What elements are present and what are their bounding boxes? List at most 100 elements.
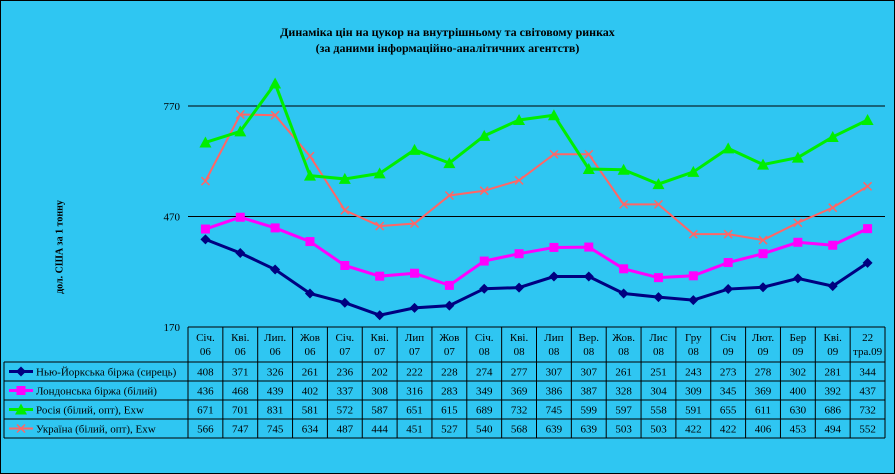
data-point bbox=[653, 273, 663, 283]
data-point bbox=[444, 190, 454, 201]
data-point bbox=[199, 136, 212, 148]
data-point bbox=[723, 284, 734, 295]
data-point bbox=[827, 281, 838, 292]
series-line bbox=[204, 80, 869, 186]
x-tick-label: Січ 09 bbox=[720, 332, 736, 358]
x-tick-label: Лип. 06 bbox=[264, 332, 286, 358]
data-point bbox=[305, 151, 315, 161]
data-point bbox=[340, 205, 350, 215]
data-point bbox=[619, 199, 629, 209]
data-point bbox=[269, 77, 282, 89]
x-tick-label: Гру 08 bbox=[685, 332, 702, 358]
table-cell: 651 bbox=[406, 405, 423, 417]
x-tick-label: Кві. 08 bbox=[510, 332, 529, 358]
data-point bbox=[793, 237, 803, 247]
data-point bbox=[828, 203, 838, 213]
table-cell: 487 bbox=[337, 424, 354, 436]
table-cell: 745 bbox=[267, 424, 284, 436]
chart-title-block: Динаміка цін на цукор на внутрішньому та… bbox=[0, 24, 895, 56]
table-cell: 371 bbox=[232, 367, 249, 379]
legend-marker bbox=[16, 423, 26, 434]
legend-label: Нью-Йоркська біржа (сирець) bbox=[36, 367, 177, 379]
x-tick-label: Бер 09 bbox=[790, 332, 807, 358]
table-cell: 655 bbox=[720, 405, 737, 417]
table-cell: 591 bbox=[685, 405, 702, 417]
legend-marker bbox=[16, 386, 26, 395]
table-cell: 437 bbox=[859, 386, 876, 398]
data-point bbox=[479, 186, 489, 196]
table-cell: 745 bbox=[546, 405, 563, 417]
x-tick-label: Січ. 07 bbox=[335, 332, 354, 358]
table-cell: 243 bbox=[685, 367, 702, 379]
data-point bbox=[863, 224, 873, 234]
data-point bbox=[270, 223, 280, 233]
data-point bbox=[375, 221, 385, 231]
table-cell: 527 bbox=[441, 424, 458, 436]
data-point bbox=[722, 142, 735, 154]
y-tick-label: 470 bbox=[164, 212, 181, 224]
data-point bbox=[617, 163, 630, 175]
table-cell: 422 bbox=[685, 424, 702, 436]
data-point bbox=[547, 109, 560, 121]
chart-title: Динаміка цін на цукор на внутрішньому та… bbox=[280, 25, 615, 39]
table-cell: 283 bbox=[441, 386, 458, 398]
data-point bbox=[582, 162, 595, 174]
data-point bbox=[409, 302, 420, 313]
data-point bbox=[479, 283, 490, 294]
data-point bbox=[687, 165, 700, 177]
table-cell: 228 bbox=[441, 367, 458, 379]
table-cell: 732 bbox=[859, 405, 876, 417]
data-point bbox=[479, 256, 489, 266]
data-point bbox=[235, 109, 245, 120]
series-1 bbox=[200, 212, 873, 290]
x-tick-label: Січ. 08 bbox=[475, 332, 494, 358]
data-point bbox=[861, 113, 874, 125]
data-point bbox=[304, 288, 315, 299]
x-tick-label: Жов. 08 bbox=[612, 332, 635, 358]
data-point bbox=[338, 172, 351, 184]
x-tick-label: Жов 06 bbox=[300, 332, 320, 358]
table-cell: 392 bbox=[824, 386, 841, 398]
table-cell: 831 bbox=[267, 405, 284, 417]
table-cell: 236 bbox=[337, 367, 354, 379]
table-cell: 436 bbox=[197, 386, 214, 398]
x-tick-label: Вер. 08 bbox=[579, 332, 600, 358]
data-point bbox=[584, 242, 594, 252]
series-2 bbox=[199, 77, 874, 190]
data-point bbox=[723, 229, 733, 239]
table-cell: 328 bbox=[615, 386, 632, 398]
table-cell: 587 bbox=[371, 405, 388, 417]
data-point bbox=[826, 130, 839, 142]
table-cell: 630 bbox=[790, 405, 807, 417]
legend-label: Лондонська біржа (білий) bbox=[36, 386, 157, 398]
data-point bbox=[478, 129, 491, 141]
data-point bbox=[340, 260, 350, 270]
table-cell: 634 bbox=[302, 424, 319, 436]
data-point bbox=[653, 199, 664, 209]
data-point bbox=[234, 125, 247, 137]
x-tick-label: Кві. 06 bbox=[231, 332, 250, 358]
table-cell: 747 bbox=[232, 424, 249, 436]
data-point bbox=[688, 229, 698, 239]
table-cell: 369 bbox=[511, 386, 528, 398]
table-cell: 732 bbox=[511, 405, 528, 417]
table-cell: 453 bbox=[790, 424, 807, 436]
x-tick-label: Січ. 06 bbox=[196, 332, 215, 358]
table-cell: 302 bbox=[790, 367, 807, 379]
x-tick-label: Лип 08 bbox=[544, 332, 563, 358]
data-point bbox=[688, 271, 698, 281]
x-tick-label: Лип 07 bbox=[405, 332, 424, 358]
table-cell: 451 bbox=[406, 424, 423, 436]
data-point bbox=[619, 264, 629, 274]
table-cell: 439 bbox=[267, 386, 284, 398]
table-cell: 202 bbox=[371, 367, 388, 379]
data-point bbox=[757, 158, 770, 170]
table-cell: 344 bbox=[859, 367, 876, 379]
x-tick-label: Жов 07 bbox=[439, 332, 459, 358]
table-cell: 701 bbox=[232, 405, 249, 417]
table-cell: 316 bbox=[406, 386, 423, 398]
table-cell: 444 bbox=[371, 424, 388, 436]
legend-label: Росія (білий, опт), Exw bbox=[36, 405, 144, 417]
data-point bbox=[514, 249, 524, 259]
data-point bbox=[862, 257, 873, 268]
